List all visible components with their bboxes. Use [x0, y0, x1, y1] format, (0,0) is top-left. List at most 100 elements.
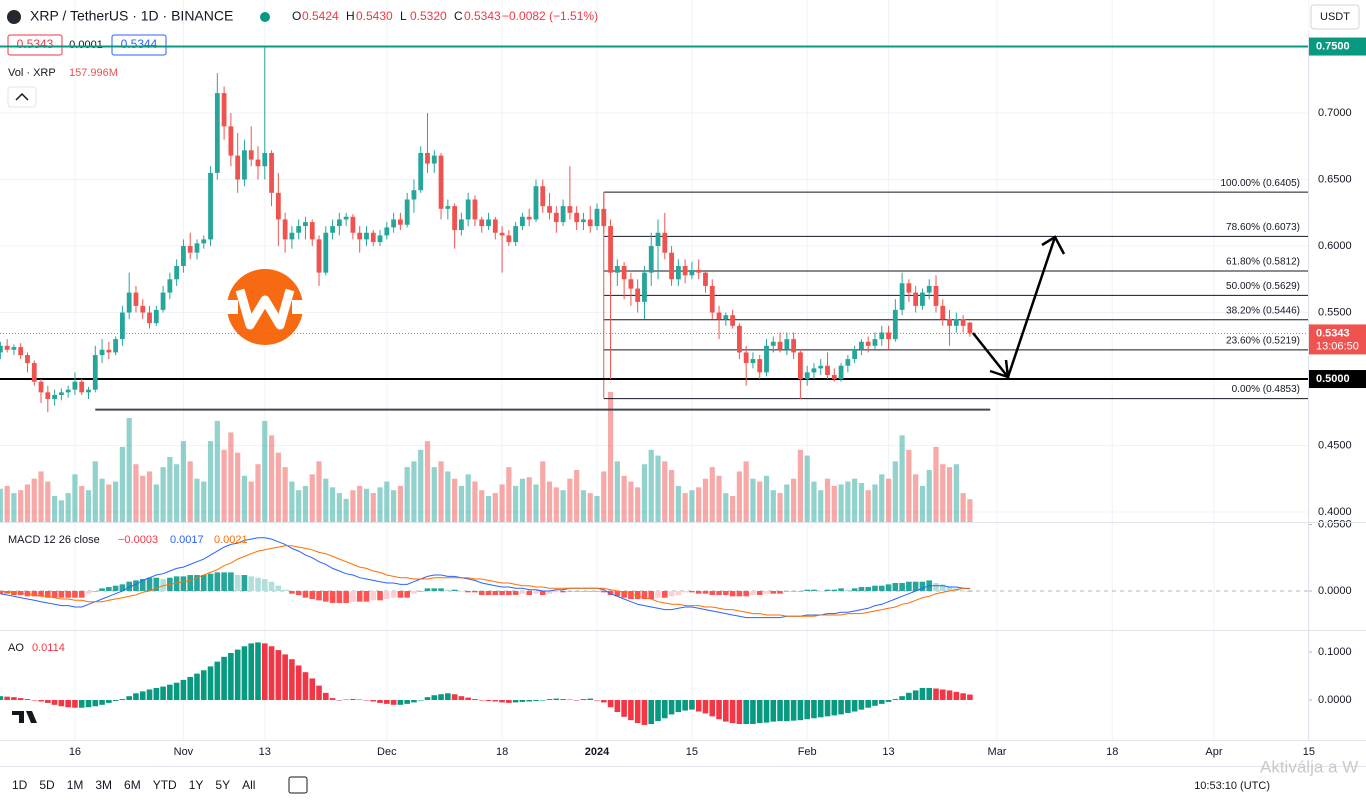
range-button[interactable]: 3M	[95, 778, 112, 792]
macd-hist-bar	[370, 591, 377, 601]
ao-bar	[438, 694, 444, 701]
macd-hist-bar	[967, 591, 973, 592]
macd-hist-bar	[770, 591, 777, 594]
volume-bar	[560, 490, 566, 522]
volume-bar	[201, 481, 207, 522]
ask: 0.5344	[121, 37, 158, 51]
ao-bar	[743, 700, 749, 725]
volume-bar	[377, 487, 383, 522]
ao-bar	[858, 700, 865, 710]
volume-bar	[119, 446, 125, 522]
volume-bar	[635, 487, 641, 522]
volume-bar	[282, 467, 288, 522]
ao-bar	[411, 700, 417, 703]
ohlc-key: L	[400, 9, 407, 23]
macd-hist-bar	[85, 591, 92, 594]
candle-body	[811, 368, 817, 373]
macd-line	[0, 537, 970, 619]
macd-hist-bar	[580, 591, 587, 592]
range-button[interactable]: 6M	[124, 778, 141, 792]
candle-body	[723, 315, 729, 320]
ao-bar	[160, 686, 166, 701]
candle-body	[533, 186, 539, 220]
volume-bar	[757, 481, 763, 522]
ao-bar	[112, 700, 119, 701]
ao-bar	[621, 700, 627, 717]
volume-bar	[289, 481, 295, 522]
macd-hist-bar	[282, 589, 288, 592]
ao-bar	[472, 699, 478, 701]
candle-body	[872, 339, 878, 346]
volume-bar	[811, 481, 817, 522]
macd-hist-bar	[872, 585, 878, 592]
date-range-button[interactable]	[288, 776, 308, 794]
currency-button[interactable]	[1310, 4, 1360, 30]
sell-button[interactable]	[7, 34, 63, 56]
candle-body	[838, 365, 844, 380]
volume-bar	[363, 488, 370, 522]
candle-body	[438, 155, 444, 209]
collapse-button[interactable]	[7, 86, 37, 108]
volume-bar	[79, 485, 85, 522]
candle-body	[831, 375, 837, 380]
candle-body	[750, 359, 756, 364]
candle-body	[736, 325, 742, 353]
candle-body	[52, 394, 57, 399]
range-button[interactable]: 1D	[12, 778, 28, 792]
macd-hist-bar	[323, 591, 329, 602]
range-button[interactable]: 1M	[67, 778, 84, 792]
volume-bar	[323, 478, 329, 522]
volume-bar	[770, 490, 776, 522]
buy-button[interactable]	[111, 34, 167, 56]
candle-body	[899, 283, 905, 310]
macd-hist-bar	[0, 591, 4, 594]
x-tick-label: Feb	[798, 746, 817, 758]
range-button[interactable]: 1Y	[189, 778, 204, 792]
candle-body	[45, 392, 51, 399]
macd-hist-bar	[777, 591, 783, 594]
volume-bar	[194, 478, 200, 522]
candle-body	[798, 352, 803, 380]
ao-bar	[723, 700, 729, 722]
macd-hist-bar	[845, 589, 851, 592]
volume-bar	[302, 485, 309, 522]
volume-bar	[628, 481, 634, 522]
candle-body	[242, 150, 247, 180]
volume-bar	[45, 481, 51, 522]
candle-body	[655, 232, 661, 247]
candle-body	[920, 292, 925, 306]
volume-bar	[31, 478, 37, 522]
volume-bar	[262, 420, 268, 522]
range-button[interactable]: All	[242, 778, 255, 792]
candle-body	[113, 339, 119, 353]
volume-bar	[777, 493, 783, 522]
volume-bar	[655, 455, 661, 522]
ao-bar	[526, 700, 532, 702]
candle-body	[791, 339, 797, 353]
macd-hist-bar	[851, 588, 858, 592]
range-button[interactable]: 5D	[39, 778, 55, 792]
ao-bar	[146, 689, 153, 701]
candle-body	[282, 219, 288, 240]
candle-body	[269, 152, 274, 193]
candle-body	[845, 359, 851, 366]
range-button[interactable]: 5Y	[215, 778, 230, 792]
macd-hist-bar	[173, 576, 180, 592]
macd-hist-bar	[587, 591, 594, 592]
volume-bar	[662, 461, 668, 522]
ao-bar	[587, 698, 594, 701]
volume-bar	[99, 478, 105, 522]
ao-bar	[953, 691, 960, 701]
market-status[interactable]	[260, 12, 270, 22]
ao-bar	[763, 700, 770, 723]
volume-bar	[431, 467, 437, 522]
ao-bar	[289, 659, 295, 701]
volume-bar	[702, 478, 709, 522]
volume-bar	[960, 493, 966, 522]
macd-hist-bar	[716, 591, 722, 595]
ao-bar	[655, 700, 661, 722]
macd-legend: MACD 12 26 close −0.0003 0.0017 0.0021	[8, 534, 248, 546]
range-button[interactable]: YTD	[153, 778, 177, 792]
macd-hist-bar	[533, 591, 539, 594]
candle-body	[689, 269, 695, 276]
